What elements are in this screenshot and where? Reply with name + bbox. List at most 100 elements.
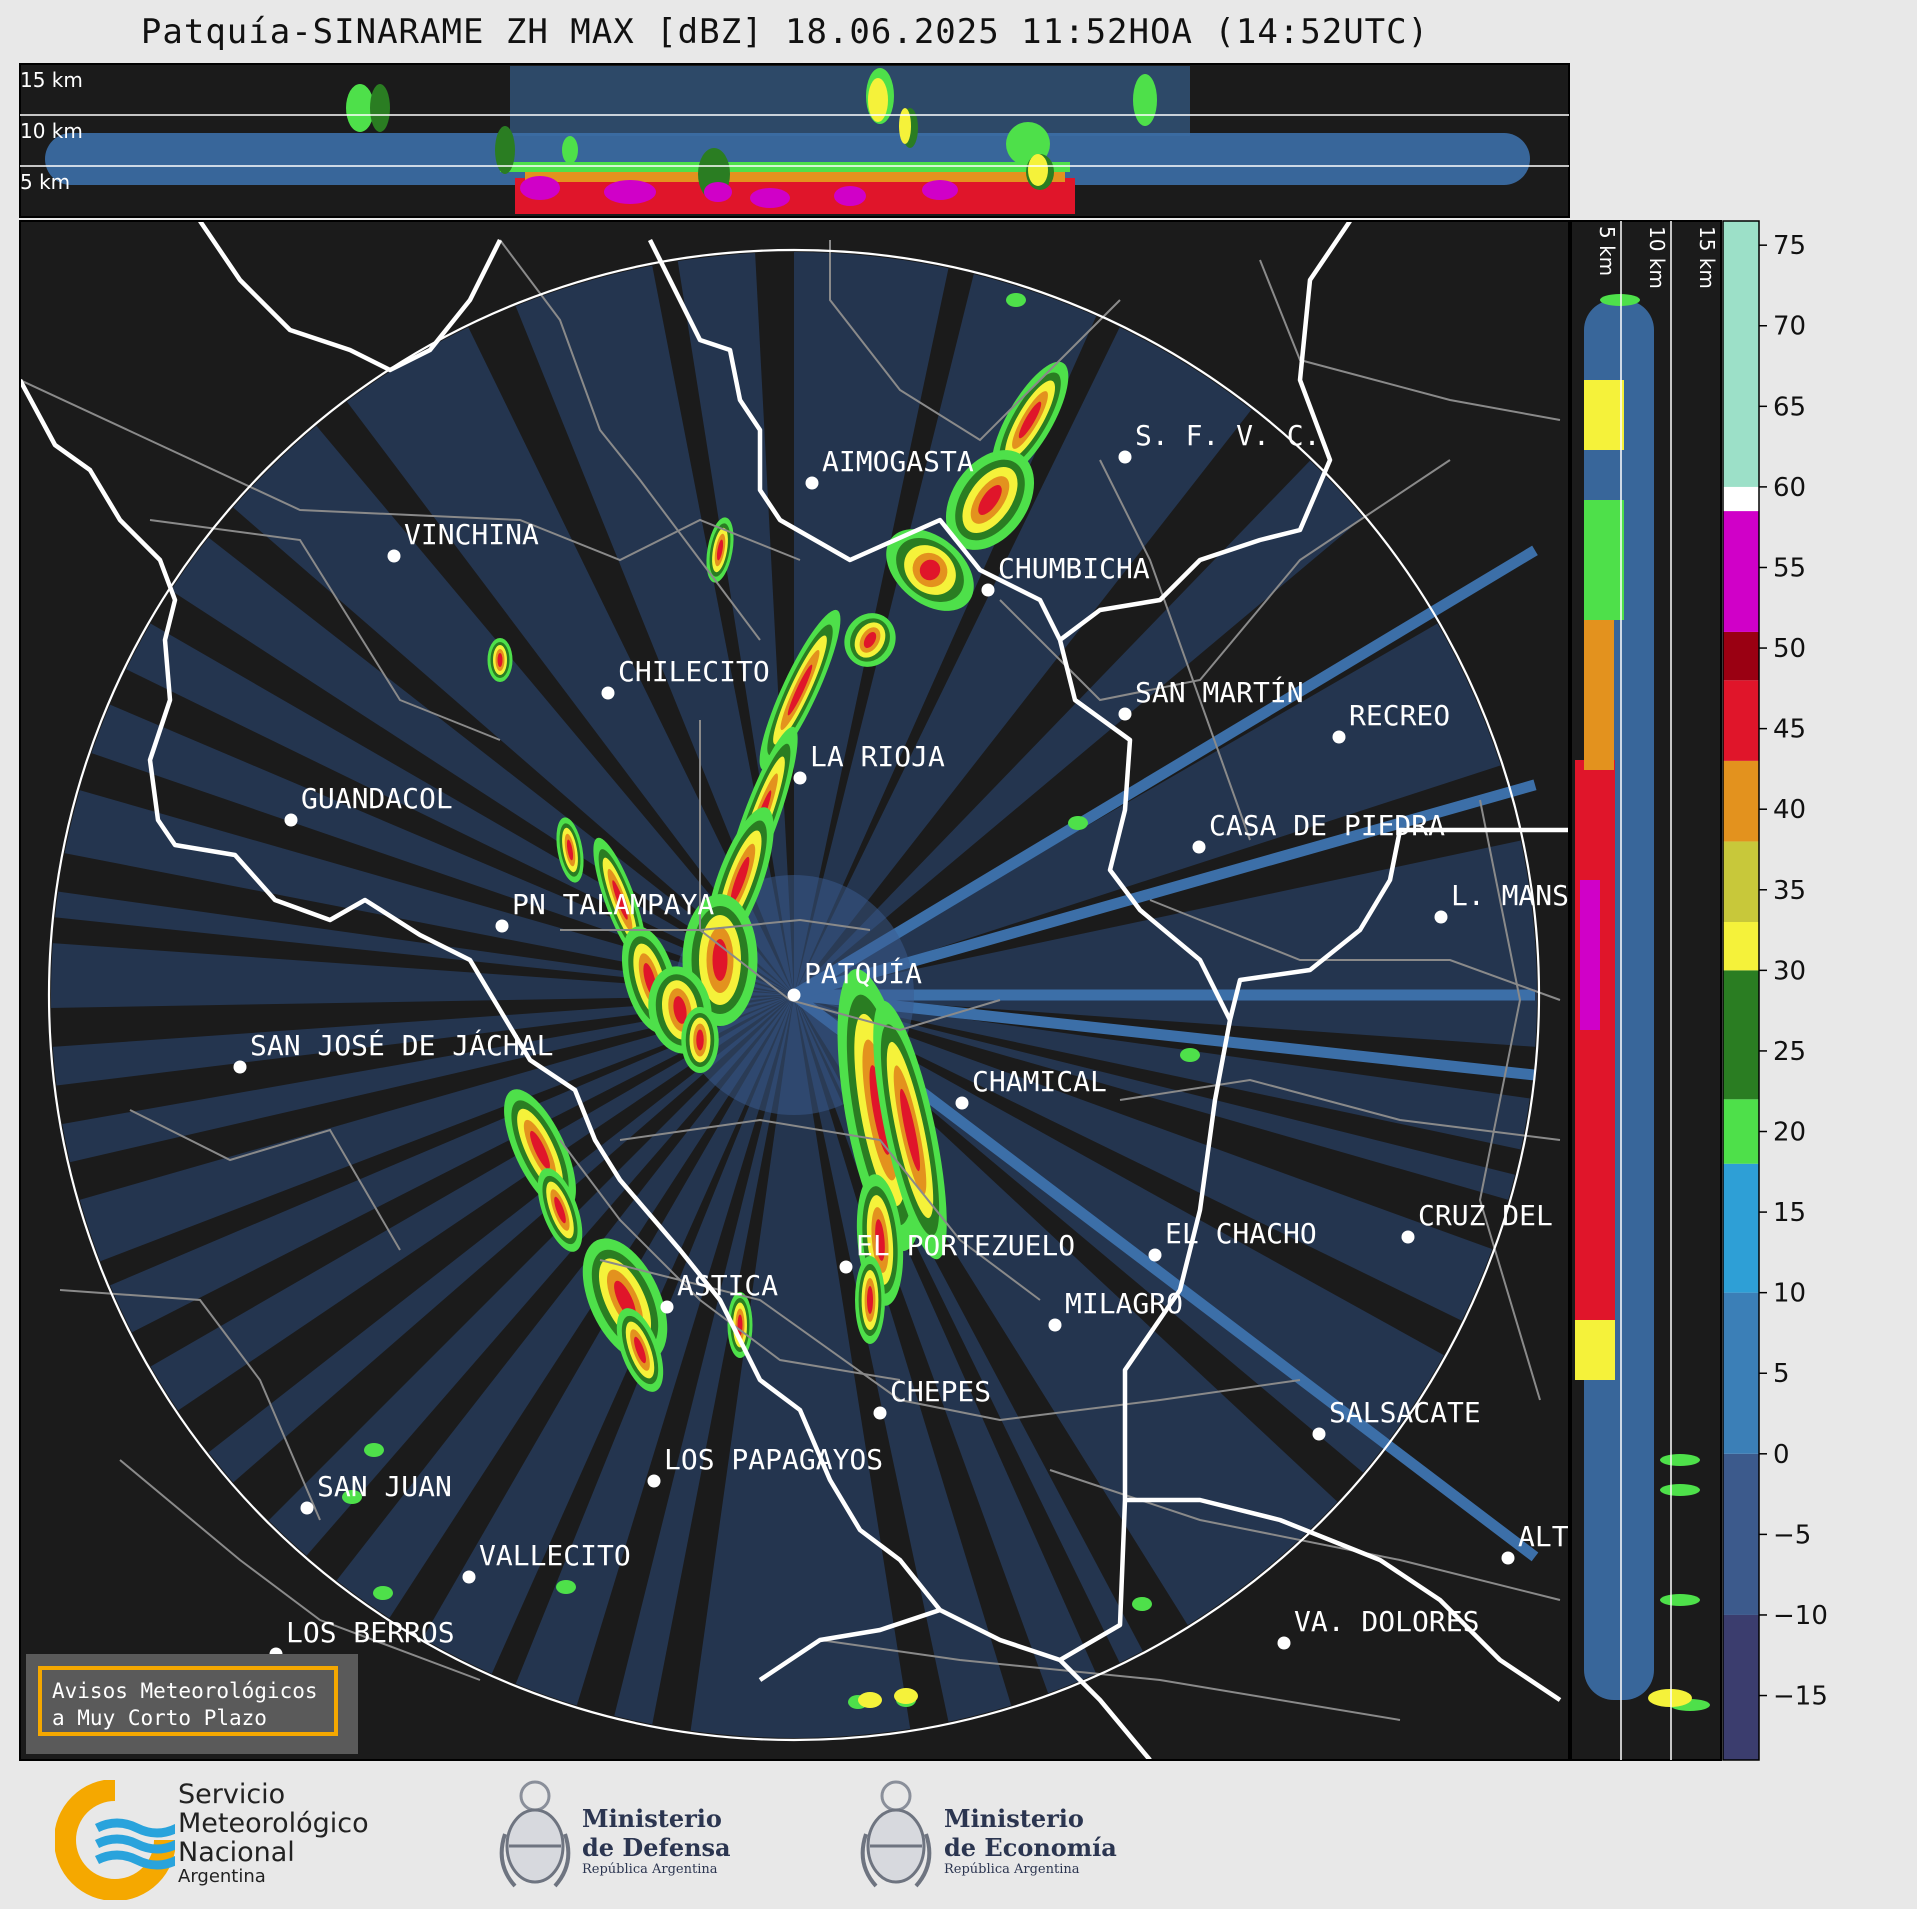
city-dot (387, 549, 401, 563)
city-dot (1332, 730, 1346, 744)
beam-gap (645, 995, 794, 1760)
colorbar-band-4 (1723, 1099, 1759, 1164)
top-echo-peak (922, 180, 958, 200)
colorbar-tick-label: 25 (1773, 1037, 1806, 1067)
beam-gap (794, 995, 1569, 1104)
colorbar-tick-label: 45 (1773, 715, 1806, 745)
city-dot (462, 1570, 476, 1584)
small-echo (1068, 816, 1088, 830)
side-echo-core (1648, 1689, 1692, 1707)
city-guandacol: GUANDACOL (284, 782, 453, 827)
city-l-mans: L. MANS (1434, 879, 1569, 924)
city-label: AIMOGASTA (822, 445, 974, 478)
colorbar-tick-label: 55 (1773, 553, 1806, 583)
top-echo-peak (750, 188, 790, 208)
city-los-papagayos: LOS PAPAGAYOS (647, 1443, 883, 1488)
top-echo-cell (346, 84, 374, 132)
city-dot (805, 476, 819, 490)
city-dot (1501, 1551, 1515, 1565)
beam-gap (20, 844, 794, 995)
side-echo-cell (1660, 1454, 1700, 1466)
storm-cells (342, 293, 1200, 1709)
storm-cell (873, 1000, 947, 1260)
side-echo-cell (1660, 1484, 1700, 1496)
city-alt: ALT (1501, 1520, 1569, 1565)
side-profile-echoes (1575, 294, 1710, 1711)
city-pn-talampaya: PN TALAMPAYA (495, 888, 714, 933)
avisos-line-2: a Muy Corto Plazo (52, 1706, 267, 1730)
city-label: VALLECITO (479, 1539, 631, 1572)
economia-line-2: de Economía (944, 1833, 1117, 1862)
small-echo (342, 1490, 362, 1504)
colorbar-tick-label: 75 (1773, 231, 1806, 261)
city-label: GUANDACOL (301, 782, 453, 815)
small-echo (858, 1692, 882, 1708)
city-dot (787, 988, 801, 1002)
economia-logo-text: Ministerio de Economía República Argenti… (944, 1804, 1117, 1877)
storm-cell (759, 609, 841, 771)
footer-logos: Servicio Meteorológico Nacional Argentin… (0, 1760, 1917, 1909)
economia-line-3: República Argentina (944, 1862, 1080, 1877)
top-echo-cell (495, 126, 515, 174)
side-label-5km: 5 km (1595, 226, 1619, 276)
beam-gap (126, 995, 794, 1491)
beam-gap (794, 259, 1147, 995)
colorbar-tick-label: −10 (1773, 1601, 1828, 1631)
city-chumbicha: CHUMBICHA (981, 552, 1150, 597)
city-labels: AIMOGASTA S. F. V. C. VINCHINA CHUMBICHA CHI… (233, 419, 1569, 1661)
top-profile-echoes (45, 66, 1530, 214)
city-milagro: MILAGRO (1048, 1287, 1183, 1332)
city-vallecito: VALLECITO (462, 1539, 631, 1584)
colorbar-band-5 (1723, 970, 1759, 1100)
defensa-logo-text: Ministerio de Defensa República Argentin… (582, 1804, 731, 1877)
beam-gap (20, 913, 794, 995)
beam-gap (560, 995, 794, 1760)
city-cruz-del: CRUZ DEL (1401, 1199, 1553, 1244)
city-label: CASA DE PIEDRA (1209, 809, 1445, 842)
city-chamical: CHAMICAL (955, 1065, 1107, 1110)
defensa-line-3: República Argentina (582, 1862, 718, 1877)
beam-gap (794, 995, 1568, 1271)
economia-coat-of-arms-icon (860, 1780, 932, 1888)
city-dot (601, 686, 615, 700)
defensa-coat-of-arms-icon (499, 1780, 571, 1888)
city-dot (1118, 450, 1132, 464)
city-label: EL CHACHO (1165, 1217, 1317, 1250)
city-recreo: RECREO (1332, 699, 1450, 744)
city-label: S. F. V. C. (1135, 419, 1320, 452)
top-echo-cell (1133, 74, 1157, 126)
city-la-rioja: LA RIOJA (793, 740, 945, 785)
beam-gap (441, 248, 794, 995)
city-label: SAN MARTÍN (1135, 675, 1304, 709)
city-label: VINCHINA (404, 518, 539, 551)
side-echo-cell (1600, 294, 1640, 306)
colorbar-band-3 (1723, 1163, 1759, 1293)
city-dot (1118, 707, 1132, 721)
city-label: VA. DOLORES (1294, 1605, 1479, 1638)
colorbar-tick-label: −15 (1773, 1682, 1828, 1712)
city-chepes: CHEPES (873, 1375, 991, 1420)
colorbar-tick-label: 65 (1773, 392, 1806, 422)
smn-line-2: Meteorológico (178, 1808, 369, 1839)
city-salsacate: SALSACATE (1312, 1396, 1481, 1441)
city-label: PATQUÍA (804, 956, 922, 990)
city-label: SALSACATE (1329, 1396, 1481, 1429)
smn-logo-icon (55, 1780, 175, 1900)
side-label-10km: 10 km (1645, 226, 1669, 289)
top-echo-core (868, 78, 888, 122)
city-dot (1434, 910, 1448, 924)
colorbar-tick-label: 0 (1773, 1440, 1790, 1470)
city-san-juan: SAN JUAN (300, 1470, 452, 1515)
city-dot (873, 1406, 887, 1420)
avisos-line-1: Avisos Meteorológicos (52, 1679, 318, 1703)
colorbar-tick-label: 60 (1773, 473, 1806, 503)
colorbar-band-7 (1723, 841, 1759, 923)
colorbar-band-11 (1723, 511, 1759, 632)
province-borders (20, 221, 1569, 1760)
beam-gap (794, 995, 1518, 1386)
city-dot (1401, 1230, 1415, 1244)
small-echo (894, 1688, 918, 1704)
city-san-mart-n: SAN MARTÍN (1118, 675, 1304, 721)
